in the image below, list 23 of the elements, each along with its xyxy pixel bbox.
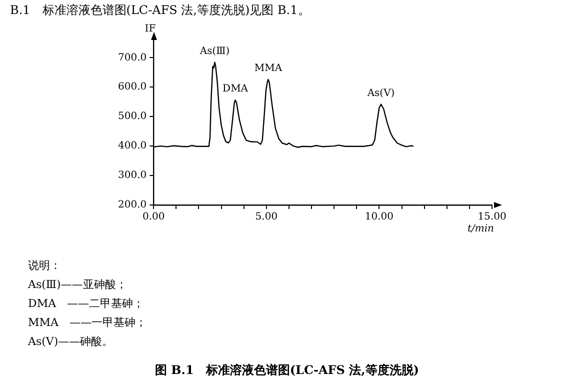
y-tick-label: 400.0	[118, 140, 147, 152]
x-tick-label: 15.00	[478, 212, 506, 223]
y-tick-label: 200.0	[118, 200, 147, 211]
x-tick-label: 10.00	[364, 212, 394, 223]
text: 说明：	[28, 258, 62, 274]
x-tick-label: 0.00	[142, 212, 165, 223]
text: DMA ——二甲基砷；	[28, 296, 146, 312]
annotation: As(Ⅲ)	[198, 46, 230, 57]
y-tick-label: 600.0	[118, 82, 147, 93]
y-tick-label: 500.0	[118, 111, 147, 122]
x-axis-title: t/min	[467, 224, 494, 235]
x-tick-label: 5.00	[255, 212, 278, 223]
annotation: DMA	[222, 84, 249, 95]
text: As(Ⅲ)——亚砷酸；	[28, 277, 128, 293]
annotation: As(Ⅴ)	[366, 88, 395, 99]
y-tick-label: 700.0	[118, 52, 147, 64]
annotation: MMA	[254, 63, 283, 74]
text: MMA ——一甲基砷；	[28, 315, 146, 331]
text: 图 B.1 标准溶液色谱图(LC-AFS 法,等度洗脱)	[154, 362, 420, 379]
text: B.1 标准溶液色谱图(LC-AFS 法,等度洗脱)见图 B.1。	[10, 2, 310, 19]
y-tick-label: 300.0	[118, 170, 147, 182]
text: As(Ⅴ)——砷酸。	[28, 334, 114, 350]
y-axis-title: IF	[144, 24, 156, 35]
